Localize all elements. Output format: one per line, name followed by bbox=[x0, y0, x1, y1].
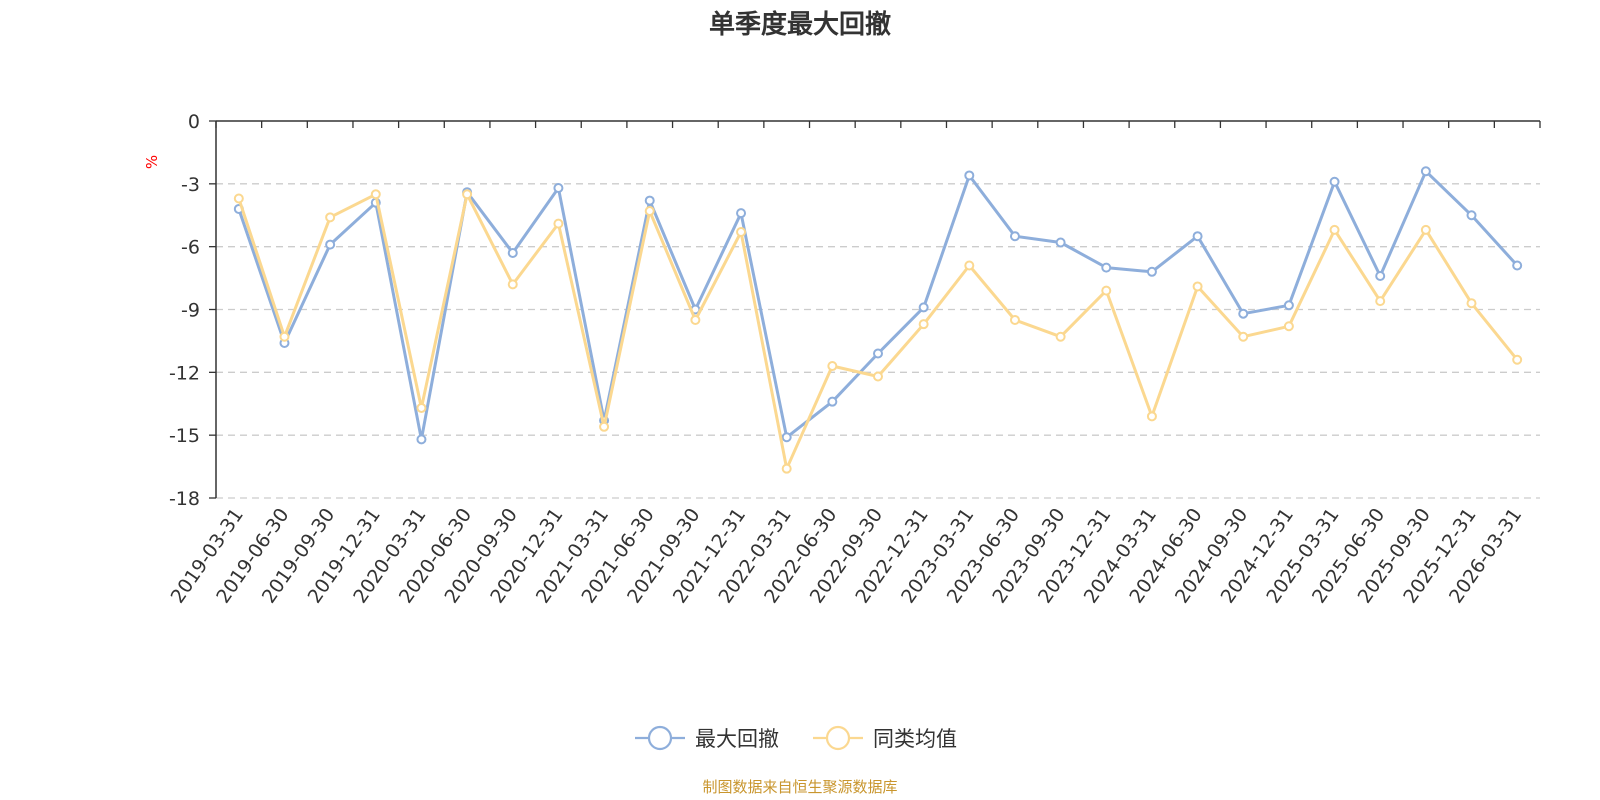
data-point[interactable] bbox=[1238, 308, 1249, 319]
data-point[interactable] bbox=[553, 183, 564, 194]
data-point[interactable] bbox=[1329, 224, 1340, 235]
data-point[interactable] bbox=[736, 208, 747, 219]
legend-item-0[interactable]: 最大回撤 bbox=[635, 725, 779, 751]
series-line bbox=[237, 192, 1519, 471]
legend-label: 最大回撤 bbox=[695, 727, 779, 751]
data-point[interactable] bbox=[827, 396, 838, 407]
data-point[interactable] bbox=[644, 206, 655, 217]
data-point[interactable] bbox=[873, 371, 883, 382]
y-tick-label: -3 bbox=[181, 174, 200, 196]
data-point[interactable] bbox=[964, 260, 975, 271]
data-point[interactable] bbox=[462, 189, 473, 200]
y-tick-label: 0 bbox=[188, 111, 200, 133]
data-point[interactable] bbox=[1146, 266, 1157, 277]
data-point[interactable] bbox=[1192, 281, 1203, 292]
data-point[interactable] bbox=[1283, 300, 1294, 311]
data-point[interactable] bbox=[416, 402, 427, 413]
data-point[interactable] bbox=[416, 434, 427, 445]
data-point[interactable] bbox=[507, 279, 518, 290]
data-point[interactable] bbox=[1420, 166, 1431, 177]
data-point[interactable] bbox=[827, 361, 838, 372]
grid-lines bbox=[216, 183, 1540, 499]
data-point[interactable] bbox=[1009, 314, 1020, 325]
data-point[interactable] bbox=[507, 247, 518, 258]
data-point[interactable] bbox=[325, 239, 336, 250]
data-point[interactable] bbox=[233, 193, 244, 204]
data-point[interactable] bbox=[1055, 237, 1066, 248]
y-tick-label: -18 bbox=[169, 488, 200, 510]
data-point[interactable] bbox=[1101, 285, 1112, 296]
data-point[interactable] bbox=[599, 421, 610, 432]
series-0 bbox=[233, 166, 1523, 445]
data-point[interactable] bbox=[1055, 331, 1066, 342]
series-lines bbox=[233, 166, 1523, 474]
data-point[interactable] bbox=[964, 170, 975, 181]
data-point[interactable] bbox=[553, 218, 564, 229]
data-point[interactable] bbox=[1466, 298, 1477, 309]
y-tick-label: -9 bbox=[181, 300, 200, 322]
data-point[interactable] bbox=[1420, 224, 1431, 235]
data-point[interactable] bbox=[1192, 231, 1203, 242]
series-line bbox=[237, 169, 1519, 441]
series-1 bbox=[233, 189, 1523, 474]
data-point[interactable] bbox=[918, 319, 929, 330]
data-point[interactable] bbox=[1101, 262, 1112, 273]
data-point[interactable] bbox=[1375, 296, 1386, 307]
data-point[interactable] bbox=[736, 227, 747, 238]
legend-marker-icon bbox=[825, 725, 851, 751]
data-source-note: 制图数据来自恒生聚源数据库 bbox=[702, 778, 897, 796]
y-axis-unit-label: % bbox=[143, 155, 161, 169]
data-point[interactable] bbox=[873, 348, 883, 359]
data-point[interactable] bbox=[1238, 331, 1249, 342]
data-point[interactable] bbox=[781, 463, 792, 474]
data-point[interactable] bbox=[279, 331, 290, 342]
data-point[interactable] bbox=[325, 212, 336, 223]
data-point[interactable] bbox=[644, 195, 655, 206]
y-tick-label: -6 bbox=[181, 237, 200, 259]
chart-title: 单季度最大回撤 bbox=[709, 9, 891, 40]
data-point[interactable] bbox=[1009, 231, 1020, 242]
data-point[interactable] bbox=[781, 432, 792, 443]
data-point[interactable] bbox=[1512, 260, 1523, 271]
y-tick-label: -15 bbox=[169, 425, 200, 447]
data-point[interactable] bbox=[1329, 176, 1340, 187]
data-point[interactable] bbox=[1146, 411, 1157, 422]
data-point[interactable] bbox=[690, 314, 701, 325]
y-tick-label: -12 bbox=[169, 362, 200, 384]
legend[interactable]: 最大回撤 同类均值 bbox=[635, 725, 957, 751]
legend-label: 同类均值 bbox=[873, 727, 957, 751]
data-point[interactable] bbox=[370, 189, 381, 200]
data-point[interactable] bbox=[1512, 354, 1523, 365]
data-point[interactable] bbox=[1375, 270, 1386, 281]
data-point[interactable] bbox=[918, 302, 929, 313]
data-point[interactable] bbox=[1283, 321, 1294, 332]
data-point[interactable] bbox=[1466, 210, 1477, 221]
legend-item-1[interactable]: 同类均值 bbox=[813, 725, 957, 751]
legend-marker-icon bbox=[647, 725, 673, 751]
